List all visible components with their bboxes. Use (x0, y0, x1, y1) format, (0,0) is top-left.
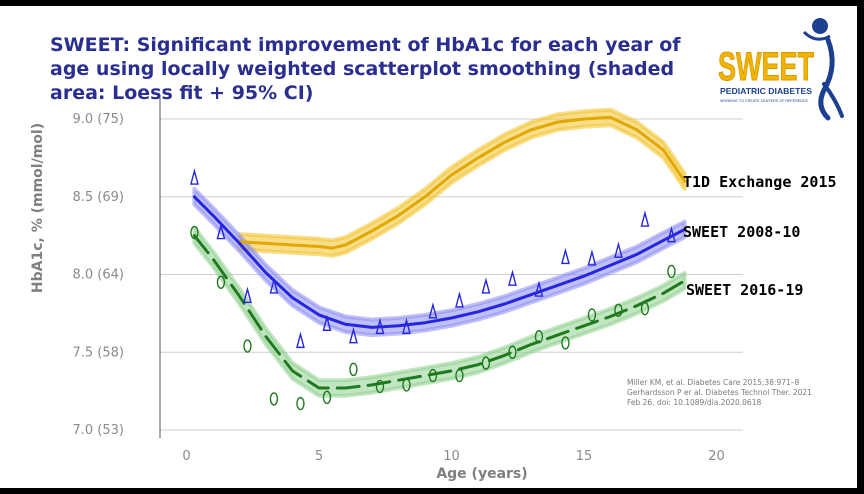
y-tick-label: 7.0 (53) (73, 423, 125, 438)
y-axis-title: HbA1c, % (mmol/mol) (30, 123, 46, 293)
series-label-t1d-exchange-2015: T1D Exchange 2015 (683, 173, 837, 191)
logo-figure-icon (802, 18, 844, 121)
data-point-circle (587, 308, 597, 322)
references: Miller KM, et al. Diabetes Care 2015;38:… (627, 378, 847, 408)
slide: SWEET: Significant improvement of HbA1c … (0, 6, 857, 488)
reference-line: Feb 26. doi: 10.1089/dia.2020.0618 (627, 398, 762, 407)
data-point-triangle (190, 168, 199, 185)
ci-bands (192, 107, 687, 398)
data-point-circle (243, 339, 252, 353)
x-tick-labels: 0 5 10 15 20 (182, 449, 724, 464)
data-point-triangle (587, 249, 597, 266)
series-line-sweet-2016-19 (192, 234, 687, 390)
data-point-triangle (428, 302, 438, 319)
logo-tagline: WORKING TO CREATE CENTERS OF REFERENCE (720, 99, 809, 103)
series-line-sweet-2008-10 (192, 195, 687, 329)
data-point-triangle (322, 314, 332, 331)
data-point-circle (269, 392, 279, 406)
data-point-triangle (349, 327, 358, 344)
data-point-circle (455, 368, 464, 383)
y-tick-labels: 9.0 (75) 8.5 (69) 8.0 (64) 7.5 (58) 7.0 (53) (73, 112, 125, 438)
series-label-sweet-2008-10: SWEET 2008-10 (683, 223, 800, 241)
data-point-triangle (614, 241, 623, 258)
data-point-triangle (269, 277, 279, 294)
data-point-triangle (216, 222, 226, 240)
data-point-circle (561, 336, 570, 350)
data-point-triangle (481, 277, 491, 294)
x-tick-label: 0 (182, 449, 190, 464)
data-point-triangle (534, 280, 544, 297)
ci-band-sweet-2008-10 (192, 187, 687, 338)
x-axis-title: Age (years) (436, 466, 527, 482)
data-point-circle (216, 275, 226, 289)
y-tick-label: 7.5 (58) (73, 345, 125, 360)
slide-title: SWEET: Significant improvement of HbA1c … (50, 34, 681, 104)
data-point-triangle (508, 269, 517, 286)
reference-line: Gerhardsson P er al. Diabetes Technol Th… (627, 388, 812, 397)
series-line-t1d-exchange-2015 (238, 115, 687, 250)
y-gridlines (160, 118, 743, 431)
series-label-sweet-2016-19: SWEET 2016-19 (686, 281, 803, 299)
data-point-circle (375, 379, 385, 394)
data-points (190, 168, 676, 411)
data-point-triangle (667, 225, 676, 243)
y-tick-label: 9.0 (75) (73, 112, 125, 127)
ci-band-t1d-exchange-2015 (237, 107, 687, 258)
data-point-circle (481, 356, 491, 370)
reference-line: Miller KM, et al. Diabetes Care 2015;38:… (627, 378, 800, 387)
data-point-triangle (243, 286, 252, 303)
data-point-triangle (402, 317, 411, 335)
data-point-triangle (296, 331, 305, 349)
logo-wordmark: SWEET (718, 45, 814, 89)
logo-subtitle: PEDIATRIC DIABETES (720, 86, 812, 96)
loess-lines (192, 115, 687, 390)
sweet-logo: SWEET PEDIATRIC DIABETES WORKING TO CREA… (718, 18, 844, 121)
data-point-circle (534, 330, 544, 344)
data-point-triangle (455, 291, 464, 308)
x-tick-label: 5 (315, 449, 323, 464)
data-point-triangle (561, 247, 570, 265)
data-point-circle (667, 264, 676, 279)
x-tick-label: 20 (708, 449, 725, 464)
y-tick-label: 8.0 (64) (73, 268, 125, 283)
data-point-circle (640, 302, 650, 316)
ci-band-sweet-2016-19 (192, 225, 687, 398)
x-tick-label: 10 (443, 449, 460, 464)
data-point-circle (349, 362, 358, 377)
data-point-circle (296, 396, 305, 411)
data-point-circle (428, 368, 438, 383)
y-tick-label: 8.5 (69) (73, 190, 125, 205)
hba1c-chart: 9.0 (75) 8.5 (69) 8.0 (64) 7.5 (58) 7.0 (53)… (30, 97, 837, 482)
x-tick-label: 15 (576, 449, 593, 464)
data-point-circle (322, 390, 332, 405)
data-point-circle (190, 225, 199, 240)
data-point-triangle (640, 210, 650, 227)
data-point-circle (508, 345, 517, 359)
data-point-circle (402, 378, 411, 392)
data-point-triangle (375, 317, 385, 335)
data-point-circle (614, 303, 623, 317)
